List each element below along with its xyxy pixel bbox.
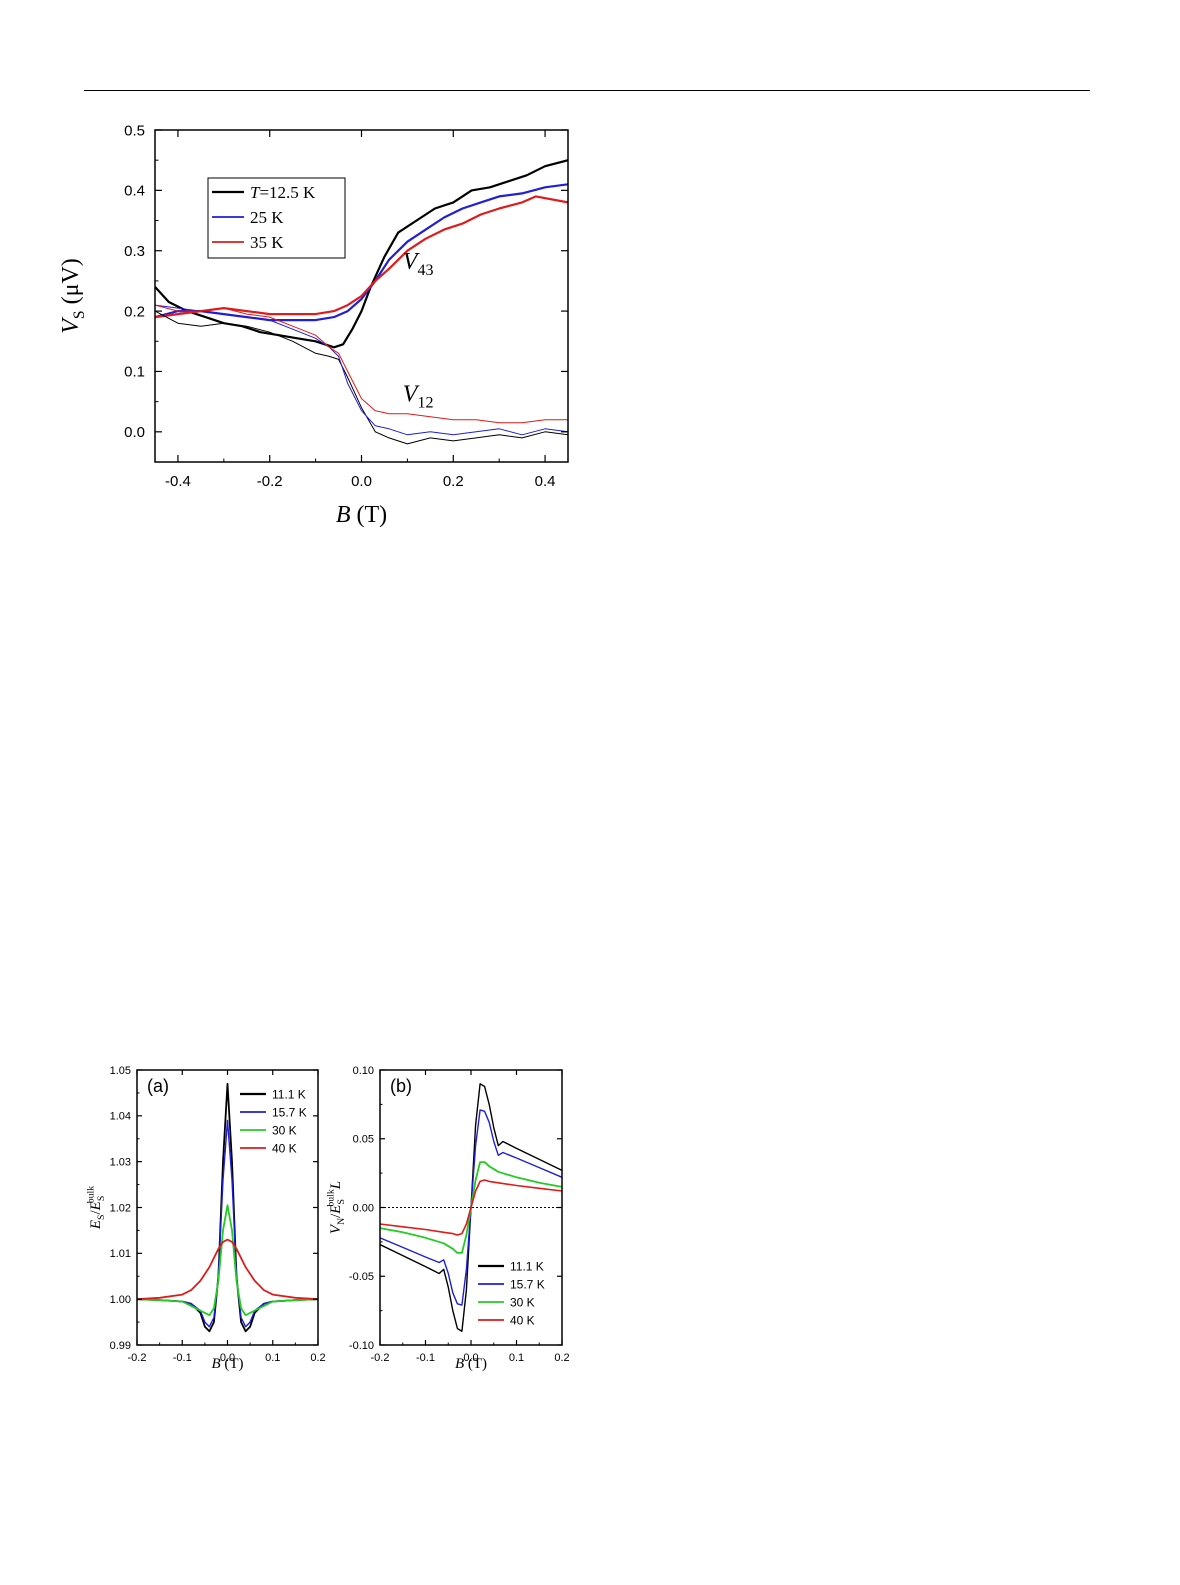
x-tick-label: -0.1	[173, 1352, 192, 1364]
series-group	[155, 159, 568, 445]
legend: T=12.5 K 25 K 35 K	[207, 177, 346, 259]
series-line-v12-4	[155, 310, 568, 445]
y-tick-label: 0.0	[124, 424, 145, 441]
x-tick-label: -0.4	[165, 473, 191, 490]
y-tick-label: 0.00	[353, 1202, 374, 1214]
y-tick-label: 1.05	[110, 1065, 131, 1077]
legend-label: 30 K	[272, 1123, 297, 1137]
x-tick-label: 0.1	[509, 1352, 524, 1364]
y-tick-label: 0.05	[353, 1134, 374, 1146]
y-tick-label: 0.4	[124, 183, 145, 200]
x-tick-label: -0.2	[257, 473, 283, 490]
series-line-4	[380, 1179, 562, 1236]
y-tick-label: 1.00	[110, 1294, 131, 1306]
y-tick-label: 0.1	[124, 364, 145, 381]
legend-label: 15.7 K	[510, 1277, 545, 1291]
y-tick-label: 1.01	[110, 1248, 131, 1260]
x-tick-label: -0.2	[371, 1352, 390, 1364]
y-tick-label: 1.03	[110, 1157, 131, 1169]
series-line-v43-3	[155, 195, 568, 319]
chart-2: -0.2 -0.1 0.0 0.1 0.2 0.99 1.00 1.01 1.02 1.03 1.0…	[85, 1065, 325, 1372]
legend: 11.1 K 15.7 K 30 K 40 K	[478, 1259, 545, 1327]
x-axis-label: B (T)	[211, 1356, 243, 1372]
series-group	[380, 1083, 562, 1333]
series-line-2	[137, 1119, 318, 1328]
series-line-v12-6	[155, 304, 568, 424]
curve-annotation: V43	[403, 249, 434, 279]
legend-label: 11.1 K	[272, 1087, 306, 1101]
y-tick-label: 0.2	[124, 303, 145, 320]
x-axis-label: B (T)	[336, 502, 387, 528]
legend-label: 40 K	[510, 1313, 535, 1327]
y-axis-label: ES/ESbulk	[85, 1186, 107, 1230]
series-line-3	[137, 1204, 318, 1317]
y-tick-label: 0.99	[110, 1340, 131, 1352]
legend-label: 30 K	[510, 1295, 535, 1309]
x-tick-label: 0.2	[310, 1352, 325, 1364]
legend-label: 25 K	[250, 208, 284, 227]
y-tick-label: -0.05	[349, 1271, 374, 1283]
legend-label: 15.7 K	[272, 1105, 307, 1119]
panel-label: (a)	[147, 1076, 169, 1096]
legend-label: 35 K	[250, 233, 284, 252]
y-tick-label: 1.02	[110, 1202, 131, 1214]
x-axis-label: B (T)	[455, 1356, 487, 1372]
curve-annotation: V12	[403, 382, 434, 412]
x-tick-label: -0.1	[416, 1352, 435, 1364]
x-tick-label: 0.0	[220, 1352, 235, 1364]
x-tick-label: -0.2	[128, 1352, 147, 1364]
chart-3: -0.2 -0.1 0.0 0.1 0.2 -0.10 -0.05 0.00 0.05 0.10 B…	[325, 1065, 569, 1372]
y-axis-label: VN/ESbulkL	[325, 1181, 347, 1234]
y-tick-label: 0.10	[353, 1065, 374, 1077]
series-line-v12-5	[155, 304, 568, 436]
x-tick-label: 0.0	[351, 473, 372, 490]
legend-label: 40 K	[272, 1141, 297, 1155]
x-tick-label: 0.1	[265, 1352, 280, 1364]
y-axis-label: VS (μV)	[58, 258, 88, 334]
y-tick-label: 0.3	[124, 243, 145, 260]
chart-1: -0.4 -0.2 0.0 0.2 0.4 0.0 0.1 0.2 0.3 0.4 0.5 B (T)…	[58, 122, 569, 528]
legend-label: T=12.5 K	[250, 183, 316, 202]
series-group	[137, 1082, 318, 1333]
x-tick-label: 0.4	[535, 473, 556, 490]
x-tick-label: 0.2	[443, 473, 464, 490]
legend-label: 11.1 K	[510, 1259, 544, 1273]
y-tick-label: 1.04	[110, 1111, 131, 1123]
y-tick-label: 0.5	[124, 122, 145, 139]
series-line-4	[137, 1238, 318, 1301]
x-tick-label: 0.2	[554, 1352, 569, 1364]
legend: 11.1 K 15.7 K 30 K 40 K	[240, 1087, 307, 1155]
x-tick-label: 0.0	[463, 1352, 478, 1364]
y-tick-label: -0.10	[349, 1340, 374, 1352]
header-rule	[84, 90, 1090, 91]
panel-label: (b)	[390, 1076, 412, 1096]
